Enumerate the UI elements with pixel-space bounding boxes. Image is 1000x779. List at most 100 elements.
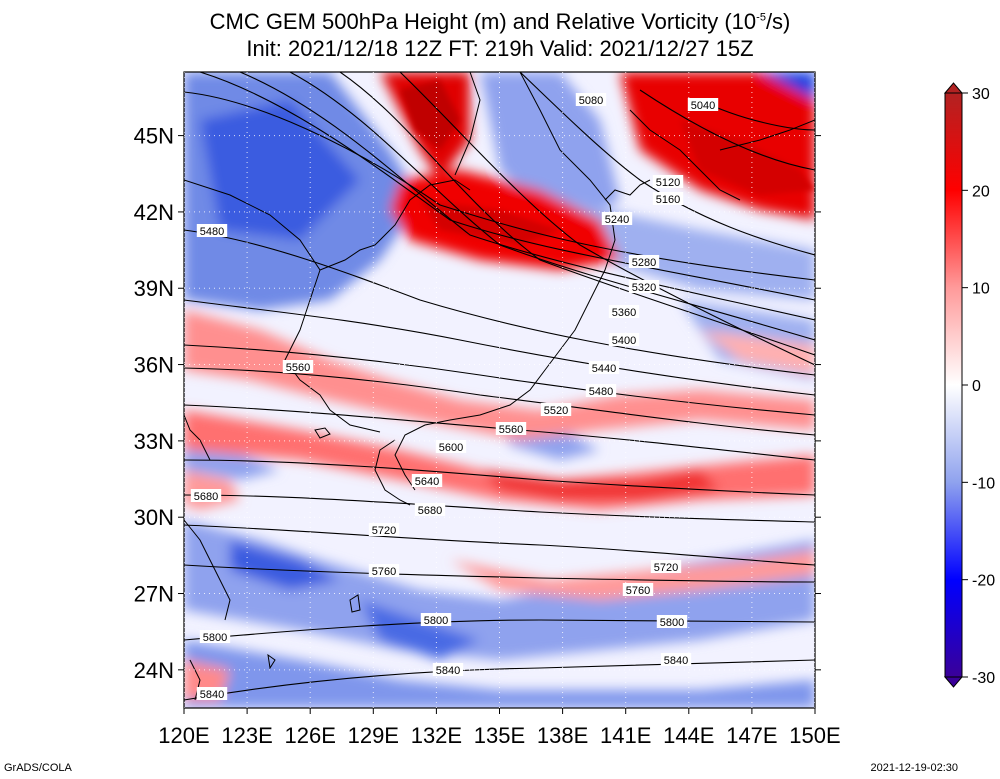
contour-label: 5680 — [194, 491, 218, 503]
contour-label-bg — [495, 422, 527, 435]
colorbar-tick-label: -30 — [972, 670, 995, 687]
longitude-label: 135E — [474, 723, 525, 748]
contour-label: 5080 — [579, 95, 603, 107]
contour-label: 5040 — [691, 100, 715, 112]
contour-label: 5800 — [203, 632, 227, 644]
contour-label-bg — [199, 630, 231, 643]
longitude-label: 138E — [537, 723, 588, 748]
contour-label: 5760 — [626, 585, 650, 597]
contour-label-bg — [190, 489, 222, 502]
longitude-label: 150E — [789, 723, 840, 748]
latitude-label: 24N — [134, 658, 174, 683]
colorbar-top-arrow — [943, 82, 964, 94]
contour-label: 5440 — [592, 363, 616, 375]
height-contours — [184, 72, 815, 701]
contour-label: 5560 — [499, 424, 523, 436]
contour-label: 5640 — [415, 476, 439, 488]
contour-label-bg — [628, 255, 660, 268]
colorbar-gradient — [944, 92, 963, 678]
contour-label: 5600 — [439, 442, 463, 454]
contour-label-bg — [652, 192, 684, 205]
footer-timestamp: 2021-12-19-02:30 — [870, 762, 958, 774]
contour-label-bg — [588, 361, 620, 374]
contour-label-bg — [575, 93, 607, 106]
contour-label-bg — [282, 360, 314, 373]
contour-label-bg — [601, 212, 633, 225]
contour-label: 5160 — [656, 194, 680, 206]
contour-label: 5720 — [654, 562, 678, 574]
contour-label: 5320 — [632, 282, 656, 294]
contour-label: 5480 — [200, 226, 224, 238]
contour-label: 5760 — [372, 566, 396, 578]
contour-label-bg — [585, 384, 617, 397]
longitude-label: 141E — [600, 723, 651, 748]
contour-label-bg — [622, 583, 654, 596]
colorbar-tick-label: 30 — [972, 86, 990, 103]
map-title: CMC GEM 500hPa Height (m) and Relative V… — [0, 9, 1000, 35]
longitude-label: 123E — [221, 723, 272, 748]
contour-label: 5480 — [589, 386, 613, 398]
colorbar-tick-label: -20 — [972, 573, 995, 590]
latitude-labels: 45N 42N 39N 36N 33N 30N 27N 24N — [134, 124, 174, 683]
contour-label: 5840 — [436, 665, 460, 677]
colorbar-tick-label: 0 — [972, 378, 981, 395]
map-frame — [178, 71, 821, 714]
latitude-label: 27N — [134, 582, 174, 607]
longitude-label: 132E — [411, 723, 462, 748]
contour-label: 5120 — [656, 177, 680, 189]
title-line1-suffix: /s) — [765, 9, 791, 34]
contour-label-bg — [540, 403, 572, 416]
contour-label-bg — [687, 98, 719, 111]
contour-label-bg — [652, 175, 684, 188]
contour-label-bg — [196, 224, 228, 237]
contour-label-bg — [368, 564, 400, 577]
contour-label-bg — [435, 440, 467, 453]
contour-label-bg — [660, 653, 692, 666]
contour-label: 5720 — [372, 525, 396, 537]
contour-label-bg — [656, 615, 688, 628]
contour-label-bg — [368, 523, 400, 536]
contour-label-bg — [432, 663, 464, 676]
contour-label-bg — [420, 613, 452, 626]
longitude-label: 126E — [285, 723, 336, 748]
contour-label: 5840 — [664, 655, 688, 667]
contour-label-bg — [411, 474, 443, 487]
colorbar-tick-label: 10 — [972, 281, 990, 298]
longitude-label: 144E — [663, 723, 714, 748]
contour-label: 5680 — [418, 505, 442, 517]
contour-label-bg — [608, 305, 640, 318]
contour-label-bg — [414, 503, 446, 516]
longitude-label: 129E — [348, 723, 399, 748]
colorbar-tick-label: -10 — [972, 475, 995, 492]
contour-label: 5560 — [286, 362, 310, 374]
contour-label: 5360 — [612, 307, 636, 319]
contour-label: 5520 — [544, 405, 568, 417]
latitude-label: 36N — [134, 353, 174, 378]
contour-label: 5800 — [660, 617, 684, 629]
contour-label-bg — [628, 280, 660, 293]
contour-label: 5400 — [612, 335, 636, 347]
title-line1-prefix: CMC GEM 500hPa Height (m) and Relative V… — [209, 9, 757, 34]
longitude-label: 147E — [726, 723, 777, 748]
colorbar-tick-label: 20 — [972, 183, 990, 200]
latitude-label: 30N — [134, 505, 174, 530]
contour-label: 5800 — [424, 615, 448, 627]
coastlines — [184, 72, 815, 701]
map-subtitle: Init: 2021/12/18 12Z FT: 219h Valid: 202… — [246, 36, 754, 61]
longitude-labels: 120E 123E 126E 129E 132E 135E 138E 141E 144E 147E… — [158, 723, 840, 748]
colorbar-bottom-arrow — [943, 676, 964, 688]
latitude-label: 45N — [134, 124, 174, 149]
contour-label: 5280 — [632, 257, 656, 269]
colorbar: 30 20 10 0 -10 -20 -30 — [943, 82, 995, 688]
contour-label-bg — [650, 560, 682, 573]
contour-labels: 5040 5080 5120 5160 5240 5280 5320 5360 5400 5440… — [190, 93, 719, 701]
contour-label: 5840 — [200, 689, 224, 701]
latitude-label: 33N — [134, 429, 174, 454]
longitude-label: 120E — [158, 723, 209, 748]
contour-label-bg — [196, 687, 228, 700]
contour-label-bg — [608, 333, 640, 346]
contour-label: 5240 — [605, 214, 629, 226]
latitude-label: 39N — [134, 276, 174, 301]
latitude-label: 42N — [134, 200, 174, 225]
